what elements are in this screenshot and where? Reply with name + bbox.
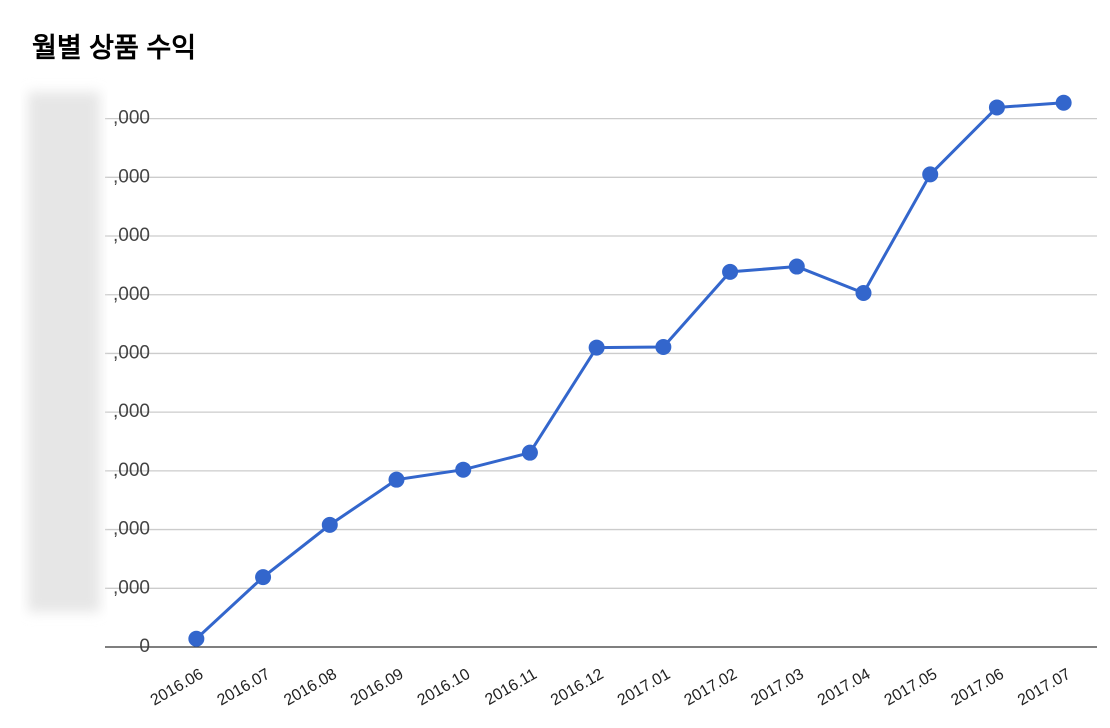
y-tick-label: ,000 bbox=[113, 519, 150, 540]
x-tick-label: 2016.12 bbox=[548, 666, 607, 710]
blurred-region bbox=[28, 92, 100, 612]
x-tick-label: 2016.07 bbox=[214, 666, 273, 710]
x-tick-label: 2017.06 bbox=[948, 666, 1007, 710]
point bbox=[988, 99, 1005, 116]
point bbox=[388, 471, 405, 488]
x-tick-label: 2017.03 bbox=[748, 666, 807, 710]
point bbox=[255, 569, 272, 586]
x-tick-label: 2017.04 bbox=[815, 666, 874, 710]
y-tick-label: ,000 bbox=[113, 401, 150, 422]
point bbox=[588, 339, 605, 356]
y-tick-label: ,000 bbox=[113, 460, 150, 481]
point bbox=[855, 284, 872, 301]
y-tick-label: ,000 bbox=[113, 577, 150, 598]
point bbox=[1055, 94, 1072, 111]
y-tick-label: ,000 bbox=[113, 166, 150, 187]
point bbox=[922, 166, 939, 183]
x-tick-label: 2017.01 bbox=[615, 666, 674, 710]
x-tick-label: 2016.10 bbox=[415, 666, 474, 710]
x-tick-label: 2016.06 bbox=[148, 666, 207, 710]
point bbox=[722, 263, 739, 280]
point bbox=[521, 444, 538, 461]
x-tick-label: 2017.07 bbox=[1015, 666, 1074, 710]
y-tick-label: ,000 bbox=[113, 225, 150, 246]
y-tick-label: ,000 bbox=[113, 284, 150, 305]
x-tick-label: 2017.02 bbox=[681, 666, 740, 710]
y-tick-label: 0 bbox=[139, 636, 150, 657]
x-tick-label: 2016.09 bbox=[348, 666, 407, 710]
point bbox=[188, 630, 205, 647]
point bbox=[788, 258, 805, 275]
line bbox=[195, 101, 1064, 640]
y-tick-label: ,000 bbox=[113, 342, 150, 363]
point bbox=[455, 461, 472, 478]
y-tick-label: ,000 bbox=[113, 108, 150, 129]
x-tick-label: 2016.08 bbox=[281, 666, 340, 710]
point bbox=[655, 338, 672, 355]
x-tick-label: 2016.11 bbox=[482, 666, 540, 709]
point bbox=[321, 516, 338, 533]
chart-title: 월별 상품 수익 bbox=[32, 33, 196, 63]
x-tick-label: 2017.05 bbox=[882, 666, 941, 710]
